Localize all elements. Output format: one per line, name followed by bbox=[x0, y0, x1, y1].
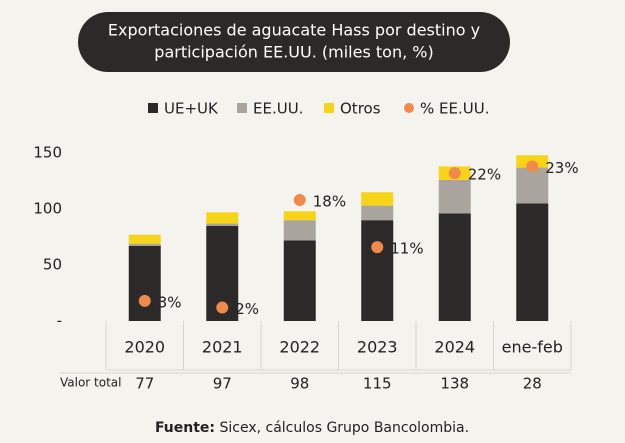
legend-swatch bbox=[324, 103, 334, 113]
x-tick-label: ene-feb bbox=[502, 338, 563, 357]
bar-segment bbox=[128, 245, 161, 321]
legend-label: UE+UK bbox=[164, 100, 219, 118]
source-text: Sicex, cálculos Grupo Bancolombia. bbox=[219, 420, 469, 436]
legend-swatch bbox=[148, 103, 158, 113]
bar-segment bbox=[361, 205, 394, 221]
pct-dot bbox=[293, 194, 306, 207]
bar-segment bbox=[438, 213, 471, 321]
bar-segment bbox=[516, 203, 549, 321]
legend-label: % EE.UU. bbox=[420, 100, 489, 118]
title-box bbox=[78, 12, 510, 72]
pct-label: 18% bbox=[313, 193, 346, 211]
total-value: 28 bbox=[523, 375, 542, 393]
total-value: 97 bbox=[213, 375, 232, 393]
legend-swatch bbox=[237, 103, 247, 113]
total-value: 77 bbox=[135, 375, 154, 393]
bar-segment bbox=[283, 240, 316, 321]
pct-label: 3% bbox=[158, 293, 182, 311]
total-value: 115 bbox=[363, 375, 392, 393]
source: Fuente: Sicex, cálculos Grupo Bancolombi… bbox=[155, 420, 469, 436]
bar-segment bbox=[128, 243, 161, 246]
bar-segment bbox=[361, 192, 394, 206]
legend-label: Otros bbox=[340, 100, 381, 118]
y-tick-label: - bbox=[57, 312, 62, 330]
bar-segment bbox=[206, 223, 239, 226]
bar-segment bbox=[283, 220, 316, 241]
y-tick-label: 150 bbox=[33, 144, 62, 162]
total-value: 98 bbox=[290, 375, 309, 393]
pct-dot bbox=[526, 160, 539, 173]
x-tick-label: 2023 bbox=[357, 338, 398, 357]
y-tick-label: 100 bbox=[33, 200, 62, 218]
legend-label: EE.UU. bbox=[253, 100, 303, 118]
bar-segment bbox=[361, 220, 394, 321]
chart-title: participación EE.UU. (miles ton, %) bbox=[154, 43, 433, 62]
x-tick-label: 2021 bbox=[202, 338, 243, 357]
pct-dot bbox=[138, 294, 151, 307]
x-tick-label: 2020 bbox=[124, 338, 165, 357]
bar-segment bbox=[438, 179, 471, 214]
bar-segment bbox=[283, 211, 316, 221]
legend-marker bbox=[404, 103, 414, 113]
bar-segment bbox=[128, 234, 161, 244]
source-label: Fuente: bbox=[155, 420, 215, 436]
totals-label: Valor total bbox=[60, 376, 122, 390]
chart-title: Exportaciones de aguacate Hass por desti… bbox=[108, 21, 480, 40]
pct-label: 22% bbox=[468, 166, 501, 184]
pct-dot bbox=[371, 241, 384, 254]
pct-label: 23% bbox=[545, 159, 578, 177]
pct-label: 11% bbox=[390, 240, 423, 258]
total-value: 138 bbox=[440, 375, 469, 393]
pct-dot bbox=[448, 167, 461, 180]
pct-label: 2% bbox=[235, 300, 259, 318]
bar-segment bbox=[516, 167, 549, 204]
pct-dot bbox=[216, 301, 229, 314]
bar-segment bbox=[206, 212, 239, 224]
y-tick-label: 50 bbox=[43, 256, 62, 274]
x-tick-label: 2022 bbox=[279, 338, 320, 357]
x-tick-label: 2024 bbox=[434, 338, 475, 357]
